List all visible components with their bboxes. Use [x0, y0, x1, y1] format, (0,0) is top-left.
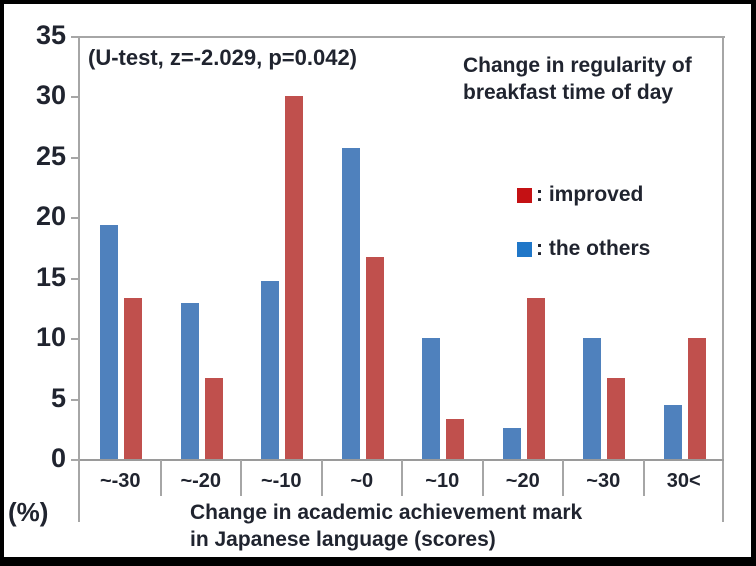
x-category-label: ~0	[350, 470, 374, 492]
y-tick-label: 20	[35, 201, 66, 232]
frame-border-left	[0, 0, 4, 566]
bar-others	[663, 404, 682, 459]
y-tick-label: 35	[35, 20, 66, 50]
bar-others	[261, 281, 279, 459]
legend-swatch-improved	[517, 188, 532, 203]
category-divider	[562, 460, 564, 496]
chart-title: Change in regularity of breakfast time o…	[463, 52, 692, 106]
frame-border-bottom	[0, 557, 756, 566]
bar-improved	[687, 338, 706, 459]
bar-others	[583, 338, 601, 459]
y-unit-label: (%)	[8, 497, 49, 527]
y-tick-label: 25	[35, 140, 66, 171]
y-tick-label: 0	[50, 443, 66, 473]
category-divider	[401, 460, 403, 496]
stat-annotation: (U-test, z=-2.029, p=0.042)	[88, 45, 358, 70]
y-tick-label: 10	[35, 322, 66, 353]
legend-swatch-others	[517, 242, 532, 257]
plot-right-border	[722, 36, 724, 522]
bar-others	[422, 338, 440, 459]
legend-label-improved: : improved	[536, 183, 644, 206]
y-tick-label: 15	[35, 261, 66, 292]
y-tick	[71, 217, 80, 220]
bar-improved	[526, 298, 545, 459]
bar-others	[180, 303, 199, 459]
y-tick	[71, 277, 80, 280]
y-tick	[71, 459, 80, 461]
bar-improved	[365, 257, 384, 459]
y-tick	[71, 96, 80, 99]
bar-others	[502, 427, 521, 459]
bar-improved	[607, 378, 625, 459]
frame-border-right	[751, 0, 756, 566]
y-tick	[71, 156, 80, 159]
category-divider	[642, 460, 645, 496]
bar-improved	[446, 419, 464, 459]
x-axis-title-line1: Change in academic achievement mark	[190, 501, 583, 524]
bar-improved	[285, 96, 303, 459]
bar-others	[100, 224, 118, 459]
x-category-label: ~-20	[180, 470, 222, 492]
x-category-label: ~20	[505, 470, 540, 492]
y-tick-label: 30	[35, 80, 66, 111]
legend-label-others: : the others	[536, 237, 651, 260]
category-divider	[481, 460, 484, 496]
x-category-label: ~10	[425, 470, 460, 492]
category-divider	[320, 460, 323, 496]
x-category-label: ~-10	[260, 470, 302, 492]
x-category-label: ~-30	[99, 470, 141, 492]
category-divider	[240, 460, 242, 496]
y-tick	[71, 398, 80, 401]
category-divider	[159, 460, 162, 496]
y-tick-label: 5	[50, 382, 66, 413]
bar-improved	[124, 298, 142, 459]
y-tick	[71, 36, 80, 38]
frame-border-top	[0, 0, 756, 4]
bar-improved	[204, 378, 223, 459]
x-axis-title-line2: in Japanese language (scores)	[190, 528, 496, 551]
bar-others	[341, 148, 360, 459]
x-category-label: ~30	[586, 470, 621, 492]
chart-title-line1: Change in regularity of	[463, 54, 692, 77]
chart-title-line2: breakfast time of day	[463, 81, 674, 104]
plot-top-border	[79, 36, 725, 38]
y-tick	[71, 338, 80, 341]
x-category-label: 30<	[666, 470, 701, 492]
